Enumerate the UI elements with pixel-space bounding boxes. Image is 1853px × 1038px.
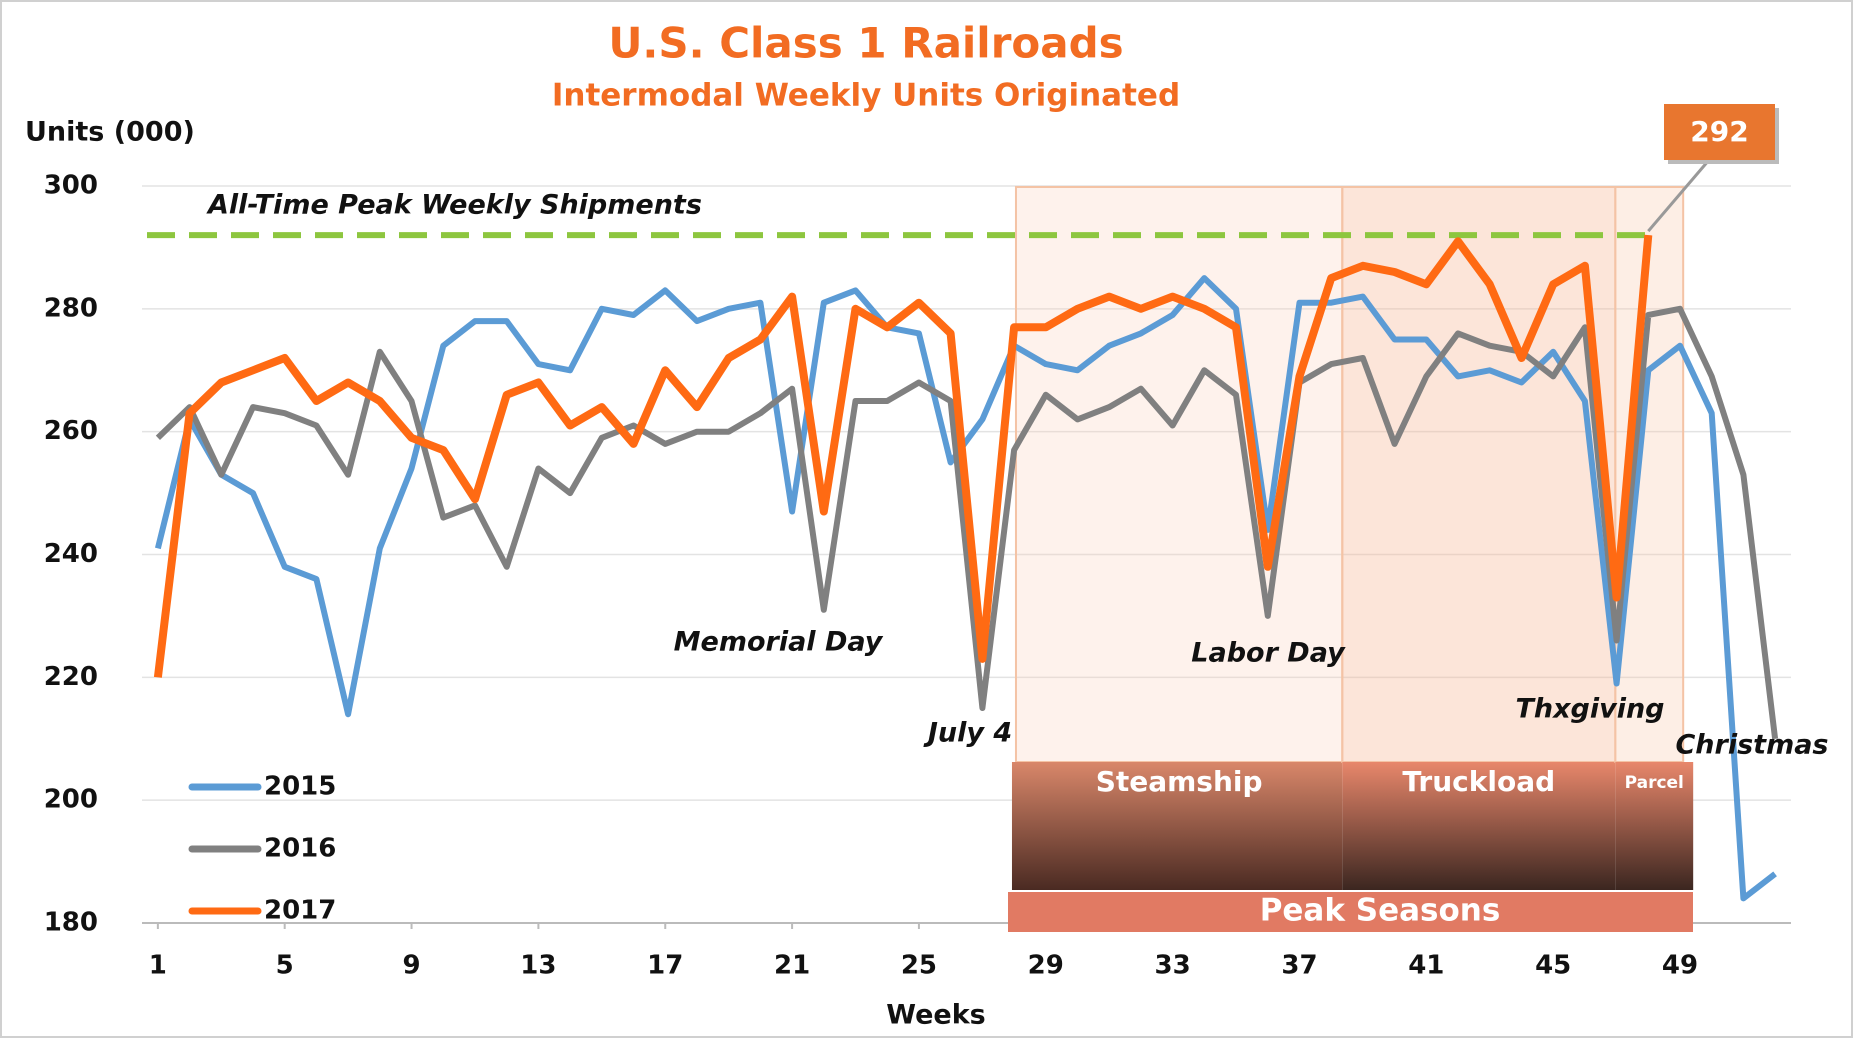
chart: Steamship Truckload Parcel Peak Seasons U.S… [0,0,1853,1038]
annotation: Christmas [1675,730,1828,761]
y-tick-label: 200 [44,785,98,815]
peak-label: All-Time Peak Weekly Shipments [206,190,702,221]
annotation: July 4 [923,718,1012,749]
x-tick-label: 13 [520,951,556,981]
season-label: Truckload [1402,765,1555,798]
x-tick-label: 5 [276,951,294,981]
x-tick-label: 37 [1281,951,1317,981]
x-axis-label: Weeks [886,1000,985,1031]
chart-title: U.S. Class 1 Railroads [608,19,1123,68]
legend-label: 2016 [264,834,336,864]
callout-label: 292 [1690,115,1748,148]
x-tick-label: 17 [647,951,683,981]
y-tick-label: 240 [44,539,98,569]
x-tick-label: 41 [1408,951,1444,981]
annotation: Thxgiving [1515,694,1664,725]
y-tick-label: 180 [44,908,98,938]
season-region [1016,187,1342,762]
legend-label: 2015 [264,772,336,802]
x-tick-label: 9 [403,951,421,981]
season-label: Steamship [1096,765,1263,798]
x-tick-label: 45 [1535,951,1571,981]
chart-subtitle: Intermodal Weekly Units Originated [552,78,1180,114]
x-tick-label: 25 [901,951,937,981]
x-tick-label: 21 [774,951,810,981]
y-axis-label: Units (000) [25,117,195,148]
annotation: Memorial Day [674,627,884,658]
y-tick-label: 280 [44,293,98,323]
season-label: Parcel [1625,773,1684,793]
page: Steamship Truckload Parcel Peak Seasons U.S… [0,0,1853,1038]
x-tick-label: 49 [1662,951,1698,981]
annotation: Labor Day [1191,638,1346,669]
y-tick-label: 220 [44,662,98,692]
legend-label: 2017 [264,896,336,926]
x-tick-label: 1 [149,951,167,981]
season-title: Peak Seasons [1260,893,1501,929]
x-tick-label: 33 [1155,951,1191,981]
y-tick-label: 260 [44,416,98,446]
y-tick-label: 300 [44,171,98,201]
x-tick-label: 29 [1028,951,1064,981]
